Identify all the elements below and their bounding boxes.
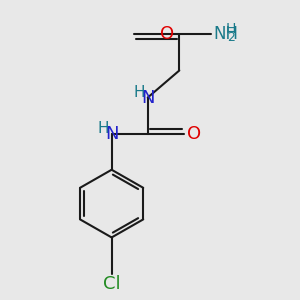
Text: O: O <box>160 26 174 44</box>
Text: H: H <box>226 22 236 36</box>
Text: 2: 2 <box>227 31 235 44</box>
Text: O: O <box>187 124 201 142</box>
Text: N: N <box>141 88 154 106</box>
Text: NH: NH <box>213 26 238 44</box>
Text: H: H <box>134 85 145 100</box>
Text: H: H <box>98 121 109 136</box>
Text: N: N <box>105 124 119 142</box>
Text: Cl: Cl <box>103 275 121 293</box>
